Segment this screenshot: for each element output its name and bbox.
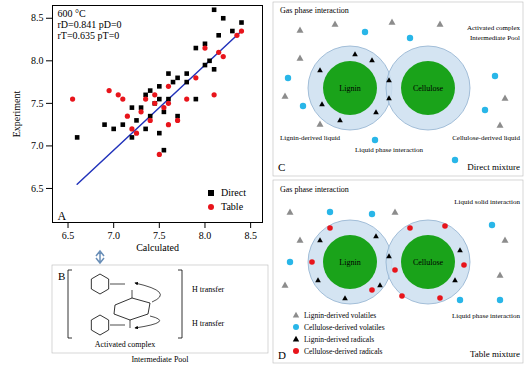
svg-text:Liquid solid interaction: Liquid solid interaction — [454, 198, 520, 206]
svg-text:Lignin-derived radicals: Lignin-derived radicals — [304, 335, 374, 344]
svg-text:D: D — [278, 349, 286, 361]
svg-text:6.5: 6.5 — [62, 230, 75, 241]
svg-text:Lignin-derived volatiles: Lignin-derived volatiles — [304, 311, 376, 320]
svg-text:Cellulose-derived radicals: Cellulose-derived radicals — [304, 347, 383, 356]
svg-text:Cellulose: Cellulose — [413, 258, 444, 267]
svg-text:Gas phase interaction: Gas phase interaction — [280, 185, 349, 194]
html-text:Direct: Direct — [221, 187, 246, 198]
svg-text:8.0: 8.0 — [31, 55, 44, 66]
svg-text:7.0: 7.0 — [107, 230, 120, 241]
svg-text:8.0: 8.0 — [199, 230, 212, 241]
svg-text:Cellulose: Cellulose — [413, 84, 444, 93]
svg-text:Experiment: Experiment — [11, 90, 22, 137]
svg-text:Activated complex: Activated complex — [467, 24, 521, 32]
svg-text:6.5: 6.5 — [31, 183, 44, 194]
svg-text:Liquid phase interaction: Liquid phase interaction — [452, 312, 521, 320]
svg-text:Intermediate Pool: Intermediate Pool — [470, 34, 520, 42]
svg-text:Lignin-derived liquid: Lignin-derived liquid — [280, 134, 341, 142]
svg-text:7.0: 7.0 — [31, 140, 44, 151]
svg-text:Cellulose-derived liquid: Cellulose-derived liquid — [452, 134, 520, 142]
svg-text:Direct mixture: Direct mixture — [467, 162, 520, 172]
svg-text:7.5: 7.5 — [31, 98, 44, 109]
svg-text:Intermediate Pool: Intermediate Pool — [131, 355, 189, 364]
svg-text:Table mixture: Table mixture — [470, 349, 520, 359]
svg-text:Lignin: Lignin — [339, 84, 360, 93]
svg-text:Gas phase interaction: Gas phase interaction — [280, 6, 349, 15]
svg-text:Cellulose-derived volatiles: Cellulose-derived volatiles — [304, 323, 385, 332]
svg-text:7.5: 7.5 — [153, 230, 166, 241]
svg-text:8.5: 8.5 — [31, 12, 44, 23]
svg-text:Liquid phase interaction: Liquid phase interaction — [355, 146, 424, 154]
svg-text:H transfer: H transfer — [192, 285, 225, 294]
svg-text:A: A — [58, 209, 67, 223]
html-text:Table: Table — [221, 201, 244, 212]
svg-text:B: B — [58, 270, 65, 282]
svg-text:600 °CrD=0.841 pD=0rT=0.635 pT: 600 °CrD=0.841 pD=0rT=0.635 pT=0 — [58, 8, 122, 41]
svg-text:Lignin: Lignin — [339, 258, 360, 267]
svg-text:Activated complex: Activated complex — [95, 340, 156, 349]
svg-text:8.5: 8.5 — [244, 230, 257, 241]
svg-text:Calculated: Calculated — [136, 242, 179, 253]
svg-text:H transfer: H transfer — [192, 319, 225, 328]
svg-text:C: C — [278, 161, 285, 173]
